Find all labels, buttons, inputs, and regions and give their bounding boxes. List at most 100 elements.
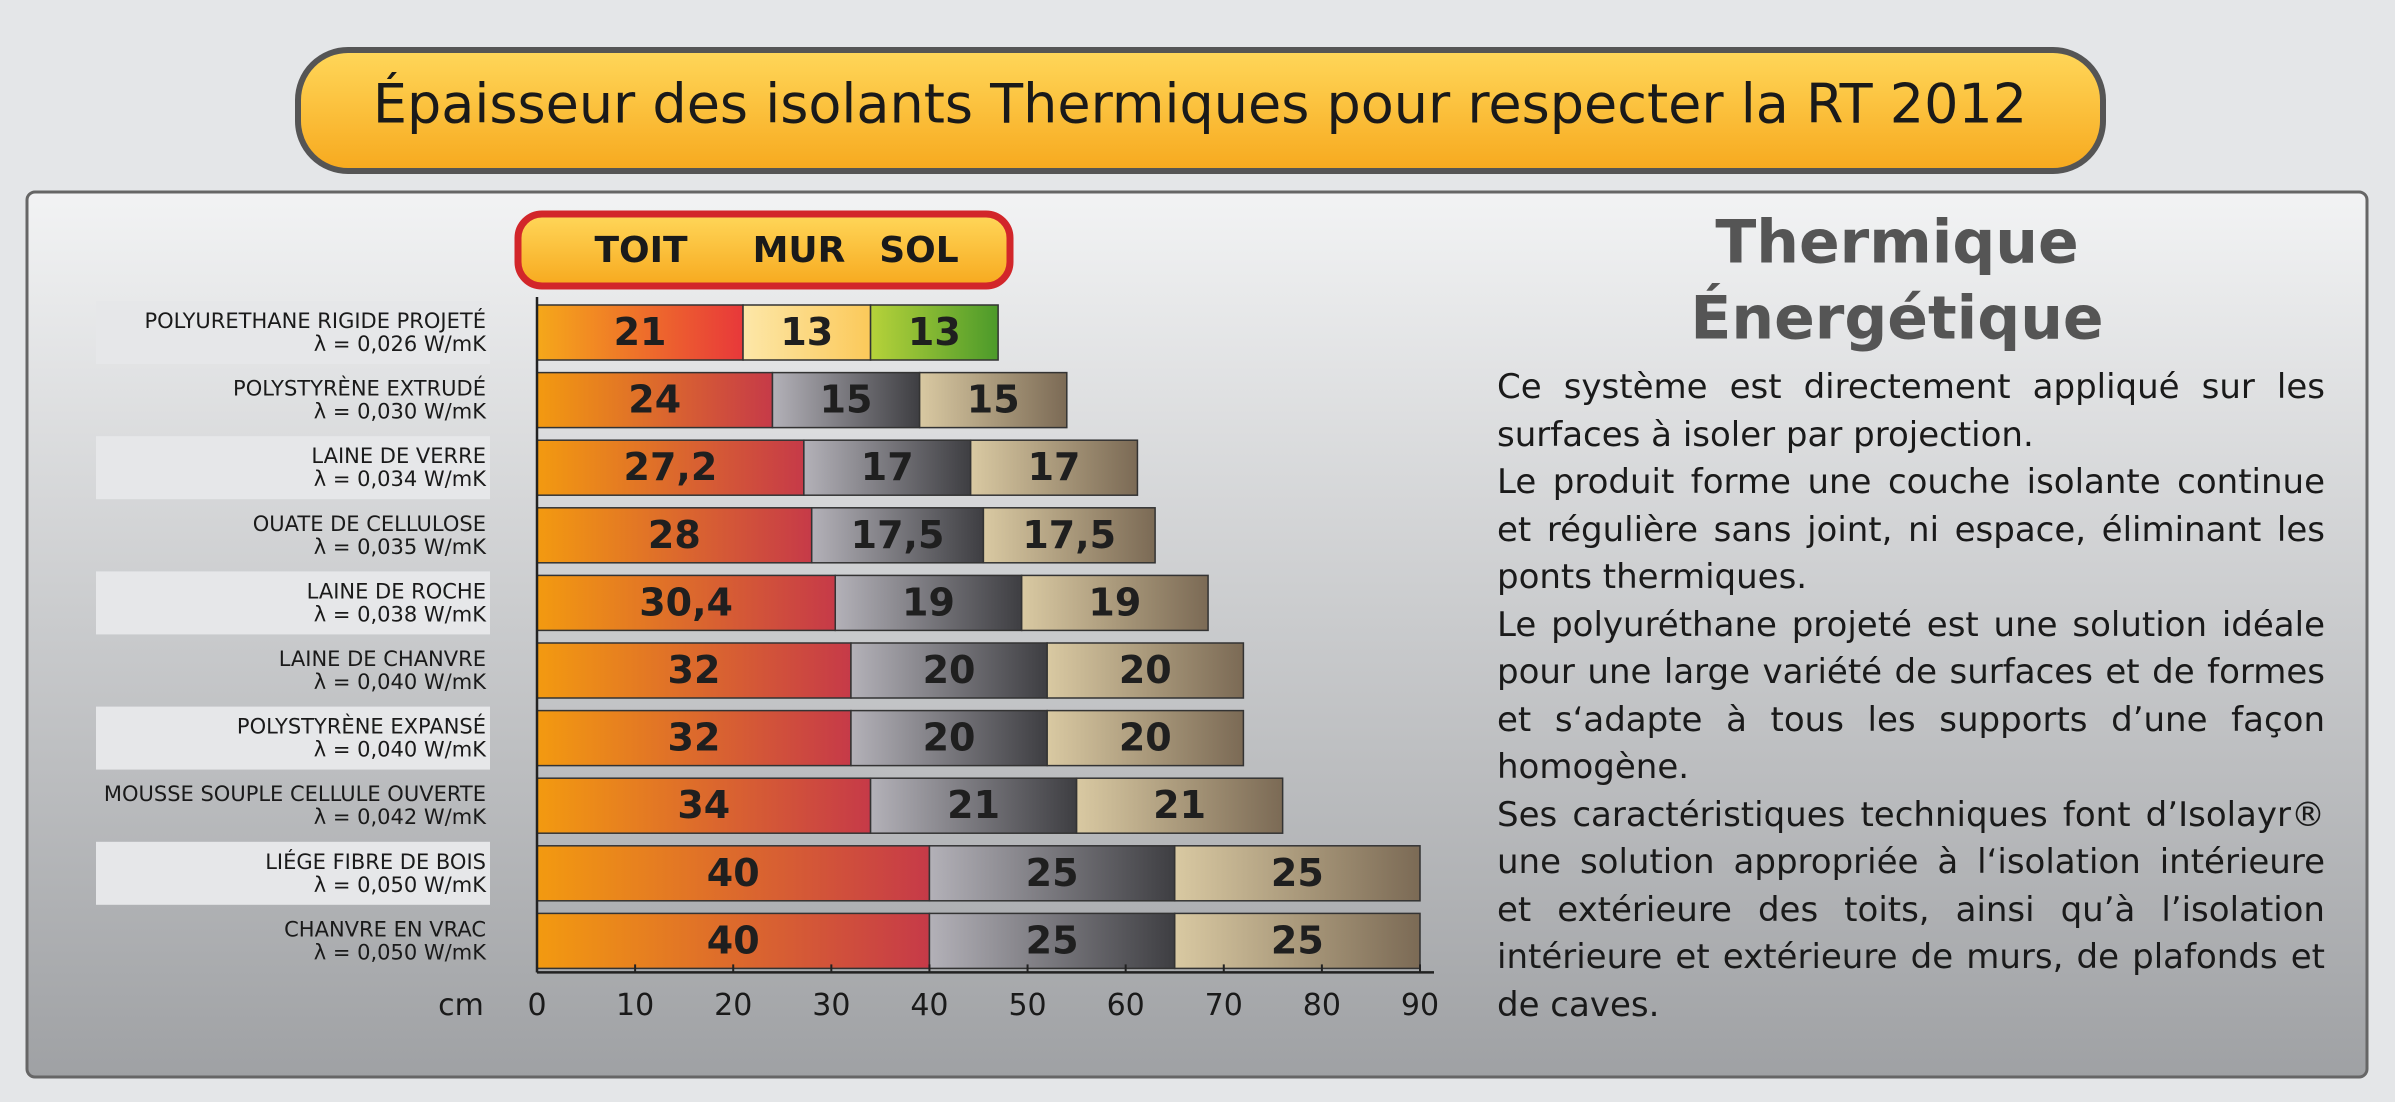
value-label: 21 — [1153, 783, 1206, 827]
bar-segment — [771, 371, 921, 429]
bar-segment — [536, 439, 805, 496]
value-label: 21 — [614, 310, 667, 354]
bar-segment — [982, 507, 1156, 564]
x-tick-label: 70 — [1205, 988, 1243, 1023]
bar-segment — [969, 439, 1139, 496]
value-label: 17 — [1028, 445, 1081, 489]
value-label: 17 — [861, 445, 914, 489]
bar-segment — [869, 304, 999, 361]
bar-segment — [536, 845, 931, 902]
category-label: LAINE DE CHANVRE — [279, 647, 486, 671]
bar-segment — [918, 371, 1068, 429]
bar-segment — [536, 709, 852, 767]
category-note: λ = 0,038 W/mK — [314, 602, 487, 626]
value-label: 20 — [923, 648, 976, 692]
bar-segment — [834, 574, 1023, 632]
value-label: 25 — [1271, 918, 1324, 962]
bar-segment — [536, 507, 813, 564]
category-note: λ = 0,050 W/mK — [314, 873, 487, 897]
paragraph: Ses caractéristiques techniques font d’I… — [1497, 794, 2325, 1025]
bar-segment — [1173, 912, 1421, 970]
value-label: 17,5 — [851, 513, 945, 557]
category-label: LAINE DE VERRE — [311, 444, 486, 468]
x-tick-label: 40 — [910, 988, 948, 1023]
legend-label: SOL — [879, 230, 958, 271]
paragraph: Ce système est directement appliqué sur … — [1497, 367, 2325, 455]
value-label: 25 — [1026, 918, 1079, 962]
x-tick-label: 60 — [1107, 988, 1145, 1023]
category-note: λ = 0,026 W/mK — [314, 332, 487, 356]
value-label: 27,2 — [624, 445, 718, 489]
category-label: OUATE DE CELLULOSE — [253, 512, 486, 536]
category-label: POLYSTYRÈNE EXTRUDÉ — [233, 376, 486, 401]
value-label: 19 — [1088, 580, 1141, 624]
value-label: 13 — [908, 310, 961, 354]
value-label: 24 — [628, 378, 681, 422]
category-note: λ = 0,034 W/mK — [314, 467, 487, 491]
row-shade — [96, 571, 490, 635]
value-label: 20 — [923, 716, 976, 760]
category-label: POLYURETHANE RIGIDE PROJETÉ — [144, 308, 486, 333]
row-shade — [96, 436, 490, 500]
row-shade — [96, 706, 490, 770]
x-tick-label: 0 — [527, 988, 546, 1023]
x-tick-label: 50 — [1008, 988, 1046, 1023]
x-tick-label: 20 — [714, 988, 752, 1023]
bar-segment — [803, 439, 972, 496]
category-label: MOUSSE SOUPLE CELLULE OUVERTE — [104, 782, 486, 806]
side-text: Ce système est directement appliqué sur … — [1497, 364, 2325, 1029]
bar-segment — [536, 371, 774, 429]
bar-segment — [536, 574, 837, 632]
x-tick-label: 10 — [616, 988, 654, 1023]
value-label: 19 — [902, 580, 955, 624]
chart-title: Épaisseur des isolants Thermiques pour r… — [373, 73, 2027, 136]
side-title: Énergétique — [1690, 282, 2103, 354]
bar-segment — [536, 777, 872, 834]
bar-segment — [1046, 642, 1245, 699]
value-label: 28 — [648, 513, 701, 557]
value-label: 25 — [1026, 851, 1079, 895]
value-label: 15 — [967, 378, 1020, 422]
legend-label: TOIT — [594, 230, 688, 271]
category-note: λ = 0,040 W/mK — [314, 670, 487, 694]
category-note: λ = 0,030 W/mK — [314, 400, 487, 424]
bar-segment — [1046, 709, 1245, 767]
row-shade — [96, 301, 490, 364]
value-label: 17,5 — [1022, 513, 1116, 557]
value-label: 25 — [1271, 851, 1324, 895]
value-label: 13 — [780, 310, 833, 354]
category-note: λ = 0,035 W/mK — [314, 535, 487, 559]
bar-segment — [1075, 777, 1284, 834]
bar-segment — [869, 777, 1078, 834]
bar-segment — [536, 642, 852, 699]
value-label: 34 — [677, 783, 730, 827]
x-tick-label: 90 — [1401, 988, 1439, 1023]
x-axis-label: cm — [438, 988, 484, 1023]
value-label: 32 — [668, 648, 721, 692]
bar-segment — [850, 709, 1048, 767]
category-label: POLYSTYRÈNE EXPANSÉ — [237, 714, 486, 739]
bar-segment — [928, 912, 1176, 970]
value-label: 32 — [668, 716, 721, 760]
legend — [514, 210, 1014, 290]
x-tick-label: 30 — [812, 988, 850, 1023]
category-label: LIÉGE FIBRE DE BOIS — [265, 849, 486, 874]
paragraph: Le produit forme une couche isolante con… — [1497, 462, 2325, 597]
value-label: 20 — [1119, 716, 1172, 760]
bar-segment — [536, 304, 744, 361]
bar-segment — [850, 642, 1048, 699]
category-label: LAINE DE ROCHE — [307, 579, 486, 603]
side-title: Thermique — [1715, 208, 2078, 278]
category-note: λ = 0,040 W/mK — [314, 738, 487, 762]
value-label: 15 — [820, 378, 873, 422]
category-note: λ = 0,050 W/mK — [314, 940, 487, 964]
category-note: λ = 0,042 W/mK — [314, 805, 487, 829]
value-label: 40 — [707, 918, 760, 962]
value-label: 21 — [947, 783, 1000, 827]
category-label: CHANVRE EN VRAC — [284, 917, 486, 941]
row-shade — [96, 841, 490, 905]
value-label: 30,4 — [639, 580, 733, 624]
bar-segment — [1020, 574, 1209, 632]
